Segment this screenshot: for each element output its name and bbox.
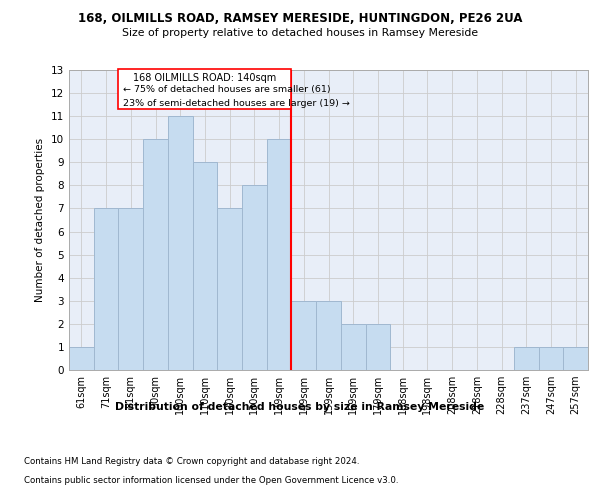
Bar [168, 116, 193, 370]
Bar [563, 347, 588, 370]
Text: Distribution of detached houses by size in Ramsey Mereside: Distribution of detached houses by size … [115, 402, 485, 412]
Bar [94, 208, 118, 370]
Bar [267, 139, 292, 370]
Bar [69, 347, 94, 370]
Text: 23% of semi-detached houses are larger (19) →: 23% of semi-detached houses are larger (… [124, 100, 350, 108]
Text: 168, OILMILLS ROAD, RAMSEY MERESIDE, HUNTINGDON, PE26 2UA: 168, OILMILLS ROAD, RAMSEY MERESIDE, HUN… [78, 12, 522, 26]
Bar [292, 301, 316, 370]
Bar [217, 208, 242, 370]
Bar [365, 324, 390, 370]
Bar [316, 301, 341, 370]
Bar [193, 162, 217, 370]
FancyBboxPatch shape [118, 69, 292, 109]
Bar [341, 324, 365, 370]
Text: Size of property relative to detached houses in Ramsey Mereside: Size of property relative to detached ho… [122, 28, 478, 38]
Bar [143, 139, 168, 370]
Text: ← 75% of detached houses are smaller (61): ← 75% of detached houses are smaller (61… [124, 86, 331, 94]
Bar [539, 347, 563, 370]
Bar [514, 347, 539, 370]
Bar [118, 208, 143, 370]
Text: Contains public sector information licensed under the Open Government Licence v3: Contains public sector information licen… [24, 476, 398, 485]
Text: 168 OILMILLS ROAD: 140sqm: 168 OILMILLS ROAD: 140sqm [133, 73, 277, 83]
Bar [242, 186, 267, 370]
Text: Contains HM Land Registry data © Crown copyright and database right 2024.: Contains HM Land Registry data © Crown c… [24, 458, 359, 466]
Y-axis label: Number of detached properties: Number of detached properties [35, 138, 46, 302]
